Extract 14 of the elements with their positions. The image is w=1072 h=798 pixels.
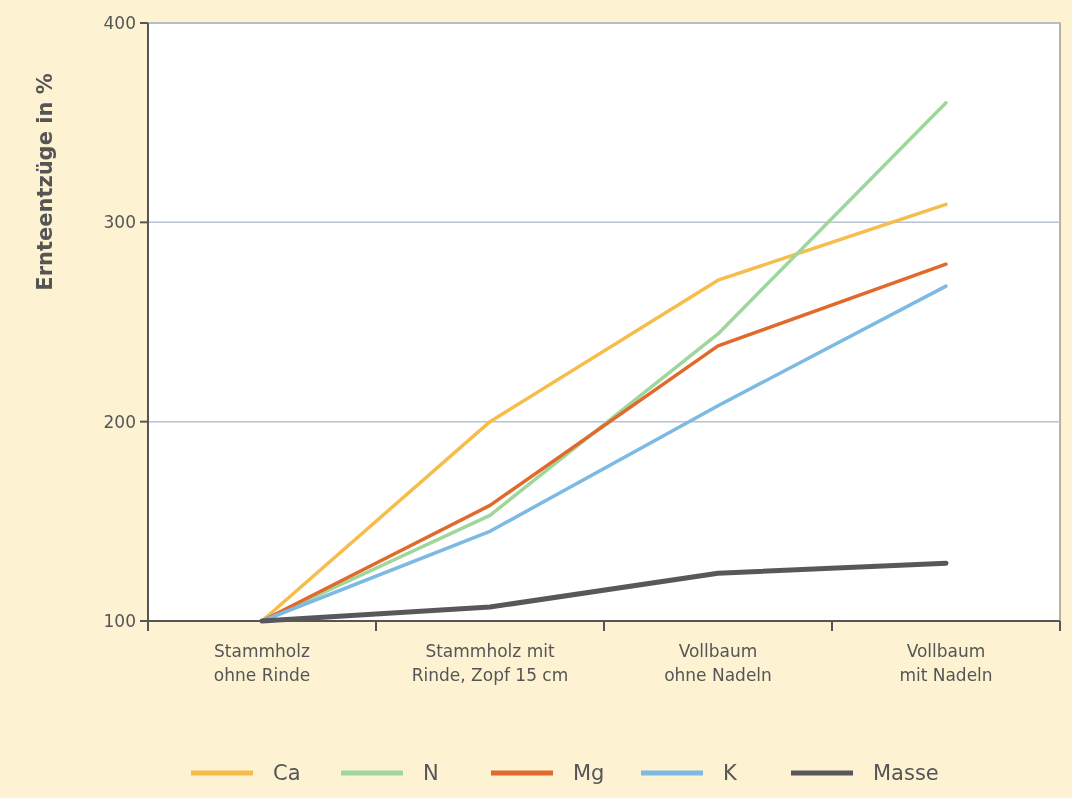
- x-tick-label: Vollbaum ohne Nadeln: [664, 641, 772, 685]
- x-tick-label: Stammholz mit Rinde, Zopf 15 cm: [411, 641, 569, 685]
- x-tick-label: Vollbaum mit Nadeln: [899, 641, 993, 685]
- y-tick-label: 400: [103, 12, 136, 33]
- y-axis-title: Ernteentzüge in %: [33, 73, 57, 291]
- y-tick-label: 100: [103, 610, 136, 631]
- legend-label: Mg: [573, 761, 605, 786]
- legend-label: Ca: [273, 761, 301, 786]
- y-tick-label: 200: [103, 411, 136, 432]
- legend-label: N: [423, 761, 439, 786]
- y-tick-label: 300: [103, 212, 136, 233]
- x-tick-label: Stammholz ohne Rinde: [213, 641, 311, 685]
- legend-label: Masse: [873, 761, 939, 786]
- legend-label: K: [723, 761, 738, 786]
